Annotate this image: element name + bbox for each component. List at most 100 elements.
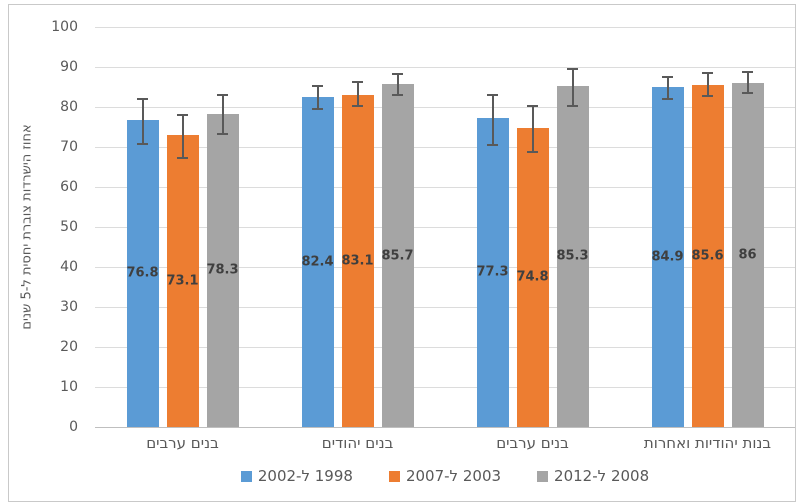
category-label-3: בנים ערבים	[496, 434, 569, 452]
bar-slot-series2-cat2: 83.1	[341, 27, 374, 427]
bar-slot-series2-cat3: 74.8	[516, 27, 549, 427]
legend: 1998 ל-2002 2003 ל-2007 2008 ל-2012	[95, 467, 795, 485]
data-label-78.3: 78.3	[206, 262, 239, 278]
data-label-83.1: 83.1	[341, 253, 374, 269]
legend-item-1: 1998 ל-2002	[240, 467, 353, 485]
bar-slot-series1-cat3: 77.3	[476, 27, 509, 427]
y-tick-label-30: 30	[60, 299, 78, 315]
error-bar-cap-top	[312, 85, 323, 88]
data-label-74.8: 74.8	[516, 269, 549, 285]
data-label-82.4: 82.4	[301, 254, 334, 270]
bar-3-4	[731, 83, 764, 427]
error-bar-line	[356, 83, 359, 105]
gridline-y-80	[95, 107, 795, 108]
bar-group-1: 76.8 73.1 78.3	[95, 27, 270, 427]
error-bar-line	[181, 115, 184, 157]
gridline-y-100	[95, 27, 795, 28]
bar-group-2: 82.4 83.1 85.7	[270, 27, 445, 427]
bar-2-2	[341, 94, 374, 427]
bar-3-3	[556, 85, 589, 427]
error-bar-cap-bottom	[137, 143, 148, 145]
y-tick-label-50: 50	[60, 219, 78, 235]
data-label-73.1: 73.1	[166, 273, 199, 289]
legend-swatch-icon	[537, 470, 549, 482]
error-bar-cap-top	[567, 67, 578, 70]
x-axis-category-labels: בנים ערבים בנים יהודים בנים ערבים בנות יהוד…	[95, 434, 795, 452]
error-bar-cap-top	[487, 93, 498, 96]
gridline-y-60	[95, 187, 795, 188]
bar-slot-series1-cat1: 76.8	[126, 27, 159, 427]
legend-swatch-icon	[240, 470, 252, 482]
bar-1-1	[126, 119, 159, 427]
y-tick-label-10: 10	[60, 379, 78, 395]
bar-2-4	[691, 84, 724, 427]
bar-slot-series2-cat1: 73.1	[166, 27, 199, 427]
legend-label-3: 2008 ל-2012	[554, 467, 650, 485]
y-tick-label-20: 20	[60, 339, 78, 355]
legend-item-2: 2003 ל-2007	[388, 467, 502, 485]
y-tick-label-40: 40	[60, 259, 78, 275]
bar-1-4	[651, 87, 684, 427]
data-label-85.3: 85.3	[556, 248, 589, 264]
bar-3-2	[381, 84, 414, 427]
data-label-76.8: 76.8	[126, 265, 159, 281]
error-bar-line	[531, 107, 534, 151]
bar-1-3	[476, 117, 509, 427]
error-bar-line	[316, 87, 319, 109]
error-bar-line	[491, 95, 494, 144]
error-bar-cap-top	[352, 81, 363, 83]
error-bar-cap-bottom	[392, 93, 403, 96]
bar-slot-series1-cat4: 84.9	[651, 27, 684, 427]
error-bar-cap-bottom	[662, 98, 673, 101]
error-bar-cap-bottom	[742, 92, 753, 95]
gridline-y-90	[95, 67, 795, 68]
error-bar-line	[706, 73, 709, 95]
plot-area: 76.8 73.1 78.3 82.4 83.1 85.7 77.3 74.8 85.3 84.9…	[95, 27, 795, 428]
data-label-84.9: 84.9	[651, 249, 684, 265]
error-bar-cap-bottom	[527, 150, 538, 153]
data-label-85.6: 85.6	[691, 248, 724, 264]
bar-slot-series3-cat2: 85.7	[381, 27, 414, 427]
gridline-y-30	[95, 307, 795, 308]
legend-item-3: 2008 ל-2012	[537, 467, 649, 485]
error-bar-cap-top	[137, 97, 148, 100]
bar-group-3: 77.3 74.8 85.3	[445, 27, 620, 427]
y-tick-label-0: 0	[69, 419, 78, 435]
data-label-86: 86	[738, 247, 757, 263]
y-tick-label-80: 80	[60, 99, 78, 115]
error-bar-cap-top	[702, 71, 713, 74]
bar-slot-series3-cat1: 78.3	[206, 27, 239, 427]
bar-slot-series3-cat3: 85.3	[556, 27, 589, 427]
bar-slot-series1-cat2: 82.4	[301, 27, 334, 427]
error-bar-line	[746, 73, 749, 93]
gridline-y-70	[95, 147, 795, 148]
category-label-4: בנות יהודיות ואחרות	[643, 434, 772, 452]
error-bar-cap-top	[742, 71, 753, 73]
data-label-77.3: 77.3	[476, 264, 509, 280]
bar-1-2	[301, 97, 334, 427]
error-bar-cap-bottom	[352, 105, 363, 107]
error-bar-cap-bottom	[177, 156, 188, 159]
gridline-y-40	[95, 267, 795, 268]
gridline-y-10	[95, 387, 795, 388]
bar-2-1	[166, 134, 199, 427]
error-bar-cap-bottom	[567, 105, 578, 107]
error-bar-cap-bottom	[217, 133, 228, 135]
y-tick-label-100: 100	[51, 19, 78, 35]
error-bar-line	[396, 74, 399, 94]
gridline-y-20	[95, 347, 795, 348]
error-bar-cap-top	[662, 75, 673, 78]
gridline-y-50	[95, 227, 795, 228]
y-tick-label-60: 60	[60, 179, 78, 195]
error-bar-cap-top	[392, 72, 403, 75]
y-axis-title: אחוז הישרדות צוברת יחסית ל-5 שנים	[19, 124, 35, 330]
bar-2-3	[516, 127, 549, 427]
data-label-85.7: 85.7	[381, 248, 414, 264]
error-bar-cap-top	[217, 93, 228, 96]
y-tick-label-70: 70	[60, 139, 78, 155]
category-label-1: בנים ערבים	[146, 434, 219, 452]
error-bar-cap-top	[527, 105, 538, 108]
error-bar-cap-bottom	[487, 143, 498, 146]
error-bar-cap-bottom	[702, 95, 713, 97]
legend-label-2: 2003 ל-2007	[405, 467, 502, 485]
